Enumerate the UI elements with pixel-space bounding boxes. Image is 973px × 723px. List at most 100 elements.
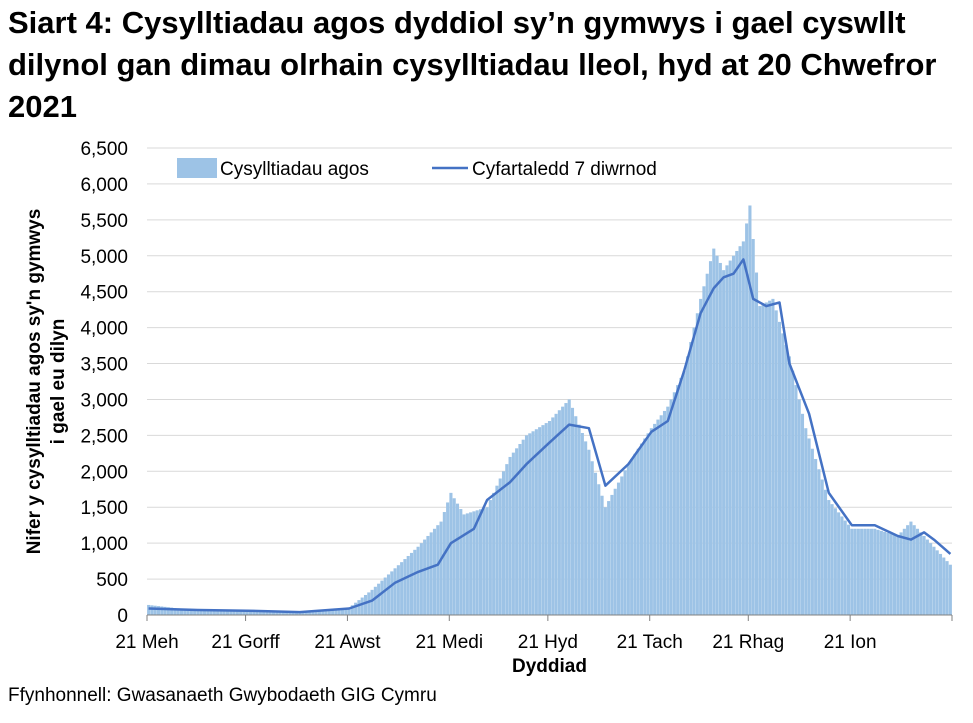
bar	[429, 532, 433, 615]
bar	[738, 246, 742, 615]
bar	[354, 602, 358, 615]
bar	[252, 610, 256, 615]
bar	[452, 498, 456, 615]
bar	[669, 399, 673, 615]
bar	[360, 597, 364, 615]
bar	[574, 416, 578, 615]
bar	[459, 509, 463, 615]
bar	[860, 528, 864, 615]
bar	[492, 492, 496, 615]
bar	[656, 419, 660, 615]
x-tick-label: 21 Meh	[115, 632, 178, 653]
bar	[216, 610, 220, 615]
bar	[873, 528, 877, 615]
bar	[357, 600, 361, 615]
bar	[922, 535, 926, 615]
x-tick-label: 21 Tach	[617, 632, 683, 653]
x-tick-label: 21 Medi	[415, 632, 483, 653]
bar	[199, 610, 203, 615]
bar	[255, 610, 259, 615]
bar	[879, 530, 883, 615]
bar	[311, 610, 315, 615]
bar	[242, 610, 246, 615]
bar	[886, 532, 890, 615]
bar	[455, 503, 460, 615]
y-tick-label: 3,000	[80, 390, 128, 411]
bar	[653, 423, 657, 615]
bar	[495, 485, 499, 615]
bar	[173, 608, 177, 615]
line-series	[148, 258, 952, 614]
bar	[830, 504, 834, 615]
bar	[291, 611, 295, 615]
y-tick-label: 4,000	[80, 319, 128, 340]
bar	[469, 512, 473, 615]
bar	[275, 611, 279, 615]
bar-series	[147, 205, 952, 616]
bar	[423, 539, 427, 615]
bar	[176, 608, 180, 615]
bar	[741, 241, 745, 615]
bar	[906, 525, 910, 615]
bar	[505, 464, 509, 615]
bar	[327, 609, 331, 615]
bar	[643, 438, 647, 615]
bar	[248, 610, 253, 615]
bar	[465, 513, 469, 615]
bar	[285, 611, 289, 615]
bar	[449, 492, 453, 615]
bar	[745, 223, 749, 615]
bar	[827, 500, 831, 615]
bar	[810, 448, 814, 615]
y-tick-label: 5,500	[80, 211, 128, 232]
bar	[416, 546, 420, 615]
bar	[232, 610, 236, 615]
y-tick-label: 1,000	[80, 534, 128, 555]
bar	[728, 260, 732, 615]
bar	[344, 608, 348, 615]
bar	[577, 424, 581, 615]
bar	[610, 494, 614, 615]
bar	[294, 612, 299, 615]
bar	[442, 512, 446, 615]
bar	[518, 444, 522, 615]
bar	[288, 611, 292, 615]
bar	[587, 449, 591, 615]
bar	[820, 479, 824, 615]
bar	[925, 539, 929, 615]
bar	[919, 532, 923, 615]
legend-label-bars: Cysylltiadau agos	[220, 159, 369, 180]
y-tick-label: 500	[96, 570, 128, 591]
bar	[722, 270, 726, 615]
y-axis-title-line: i gael eu dilyn	[48, 319, 69, 445]
bar	[462, 514, 466, 615]
bar	[705, 273, 709, 615]
bar	[935, 550, 939, 615]
bar	[475, 510, 479, 615]
bar	[324, 609, 328, 615]
bar	[485, 507, 489, 615]
bar	[699, 298, 703, 615]
bar	[225, 610, 230, 615]
bar	[863, 528, 867, 615]
bar	[183, 609, 187, 615]
bar	[538, 427, 542, 615]
y-tick-label: 2,500	[80, 426, 128, 447]
bar	[584, 441, 588, 615]
bar	[160, 606, 164, 615]
bar	[419, 543, 423, 615]
bar	[383, 577, 387, 615]
bar	[150, 605, 154, 615]
bar	[590, 461, 594, 615]
bar	[751, 239, 755, 615]
x-tick-label: 21 Hyd	[518, 632, 578, 653]
bar	[498, 478, 502, 615]
bar	[695, 313, 699, 615]
bar	[764, 302, 768, 615]
bar	[265, 611, 269, 615]
bar	[386, 574, 391, 615]
bar	[380, 580, 384, 615]
bar	[170, 607, 174, 615]
bar	[593, 472, 598, 615]
bar	[662, 410, 667, 615]
